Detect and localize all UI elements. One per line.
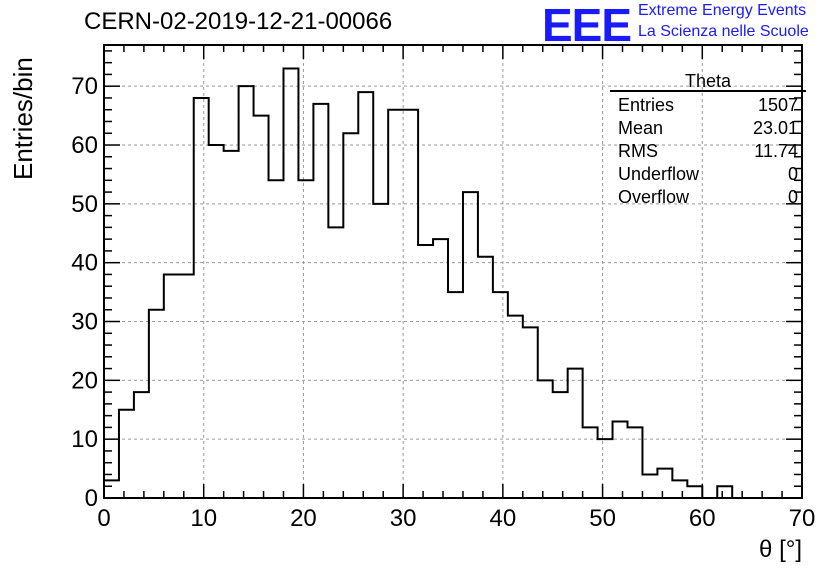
chart-title: CERN-02-2019-12-21-00066 <box>84 8 393 35</box>
y-tick-label: 60 <box>71 132 98 159</box>
stats-value: 1507 <box>757 95 798 115</box>
tick-labels: 0 10 20 30 40 50 60 70 0 10 20 30 40 50 60 70 <box>71 73 815 532</box>
org-name-line2: La Scienza nelle Scuole <box>638 23 809 40</box>
stats-row: Underflow 0 <box>610 163 806 186</box>
x-tick-label: 50 <box>589 505 616 532</box>
eee-logo: EEE <box>542 0 632 51</box>
x-tick-label: 70 <box>789 505 816 532</box>
stats-row: Overflow 0 <box>610 186 806 209</box>
x-tick-label: 30 <box>390 505 417 532</box>
stats-row: Entries 1507 <box>610 94 806 117</box>
stats-value: 0 <box>787 187 798 207</box>
stats-row: Mean 23.01 <box>610 117 806 140</box>
stats-value: 11.74 <box>754 141 798 161</box>
stats-label: Overflow <box>618 187 690 207</box>
x-tick-label: 0 <box>97 505 110 532</box>
org-name-line1: Extreme Energy Events <box>638 2 807 19</box>
grid <box>104 45 802 498</box>
stats-label: Mean <box>618 118 664 138</box>
stats-box: Theta Entries 1507 Mean 23.01 RMS 11.74 Und… <box>610 72 806 209</box>
stats-label: RMS <box>618 141 658 161</box>
stats-label: Entries <box>618 95 675 115</box>
x-tick-label: 60 <box>689 505 716 532</box>
axis-ticks <box>103 45 803 499</box>
stats-label: Underflow <box>618 164 700 184</box>
stats-title: Theta <box>610 72 806 92</box>
y-tick-label: 0 <box>85 485 98 512</box>
stats-row: RMS 11.74 <box>610 140 806 163</box>
y-tick-label: 10 <box>71 426 98 453</box>
y-tick-label: 20 <box>71 367 98 394</box>
x-axis-label: θ [°] <box>759 536 802 563</box>
stats-value: 23.01 <box>752 118 798 138</box>
y-axis-label: Entries/bin <box>8 57 38 180</box>
x-tick-label: 10 <box>190 505 217 532</box>
x-tick-label: 40 <box>490 505 517 532</box>
y-tick-label: 70 <box>71 73 98 100</box>
y-tick-label: 40 <box>71 250 98 277</box>
y-tick-label: 30 <box>71 309 98 336</box>
plot-frame <box>103 44 803 499</box>
y-tick-label: 50 <box>71 191 98 218</box>
stats-value: 0 <box>787 164 798 184</box>
x-tick-label: 20 <box>290 505 317 532</box>
histogram-step-line <box>103 67 802 499</box>
